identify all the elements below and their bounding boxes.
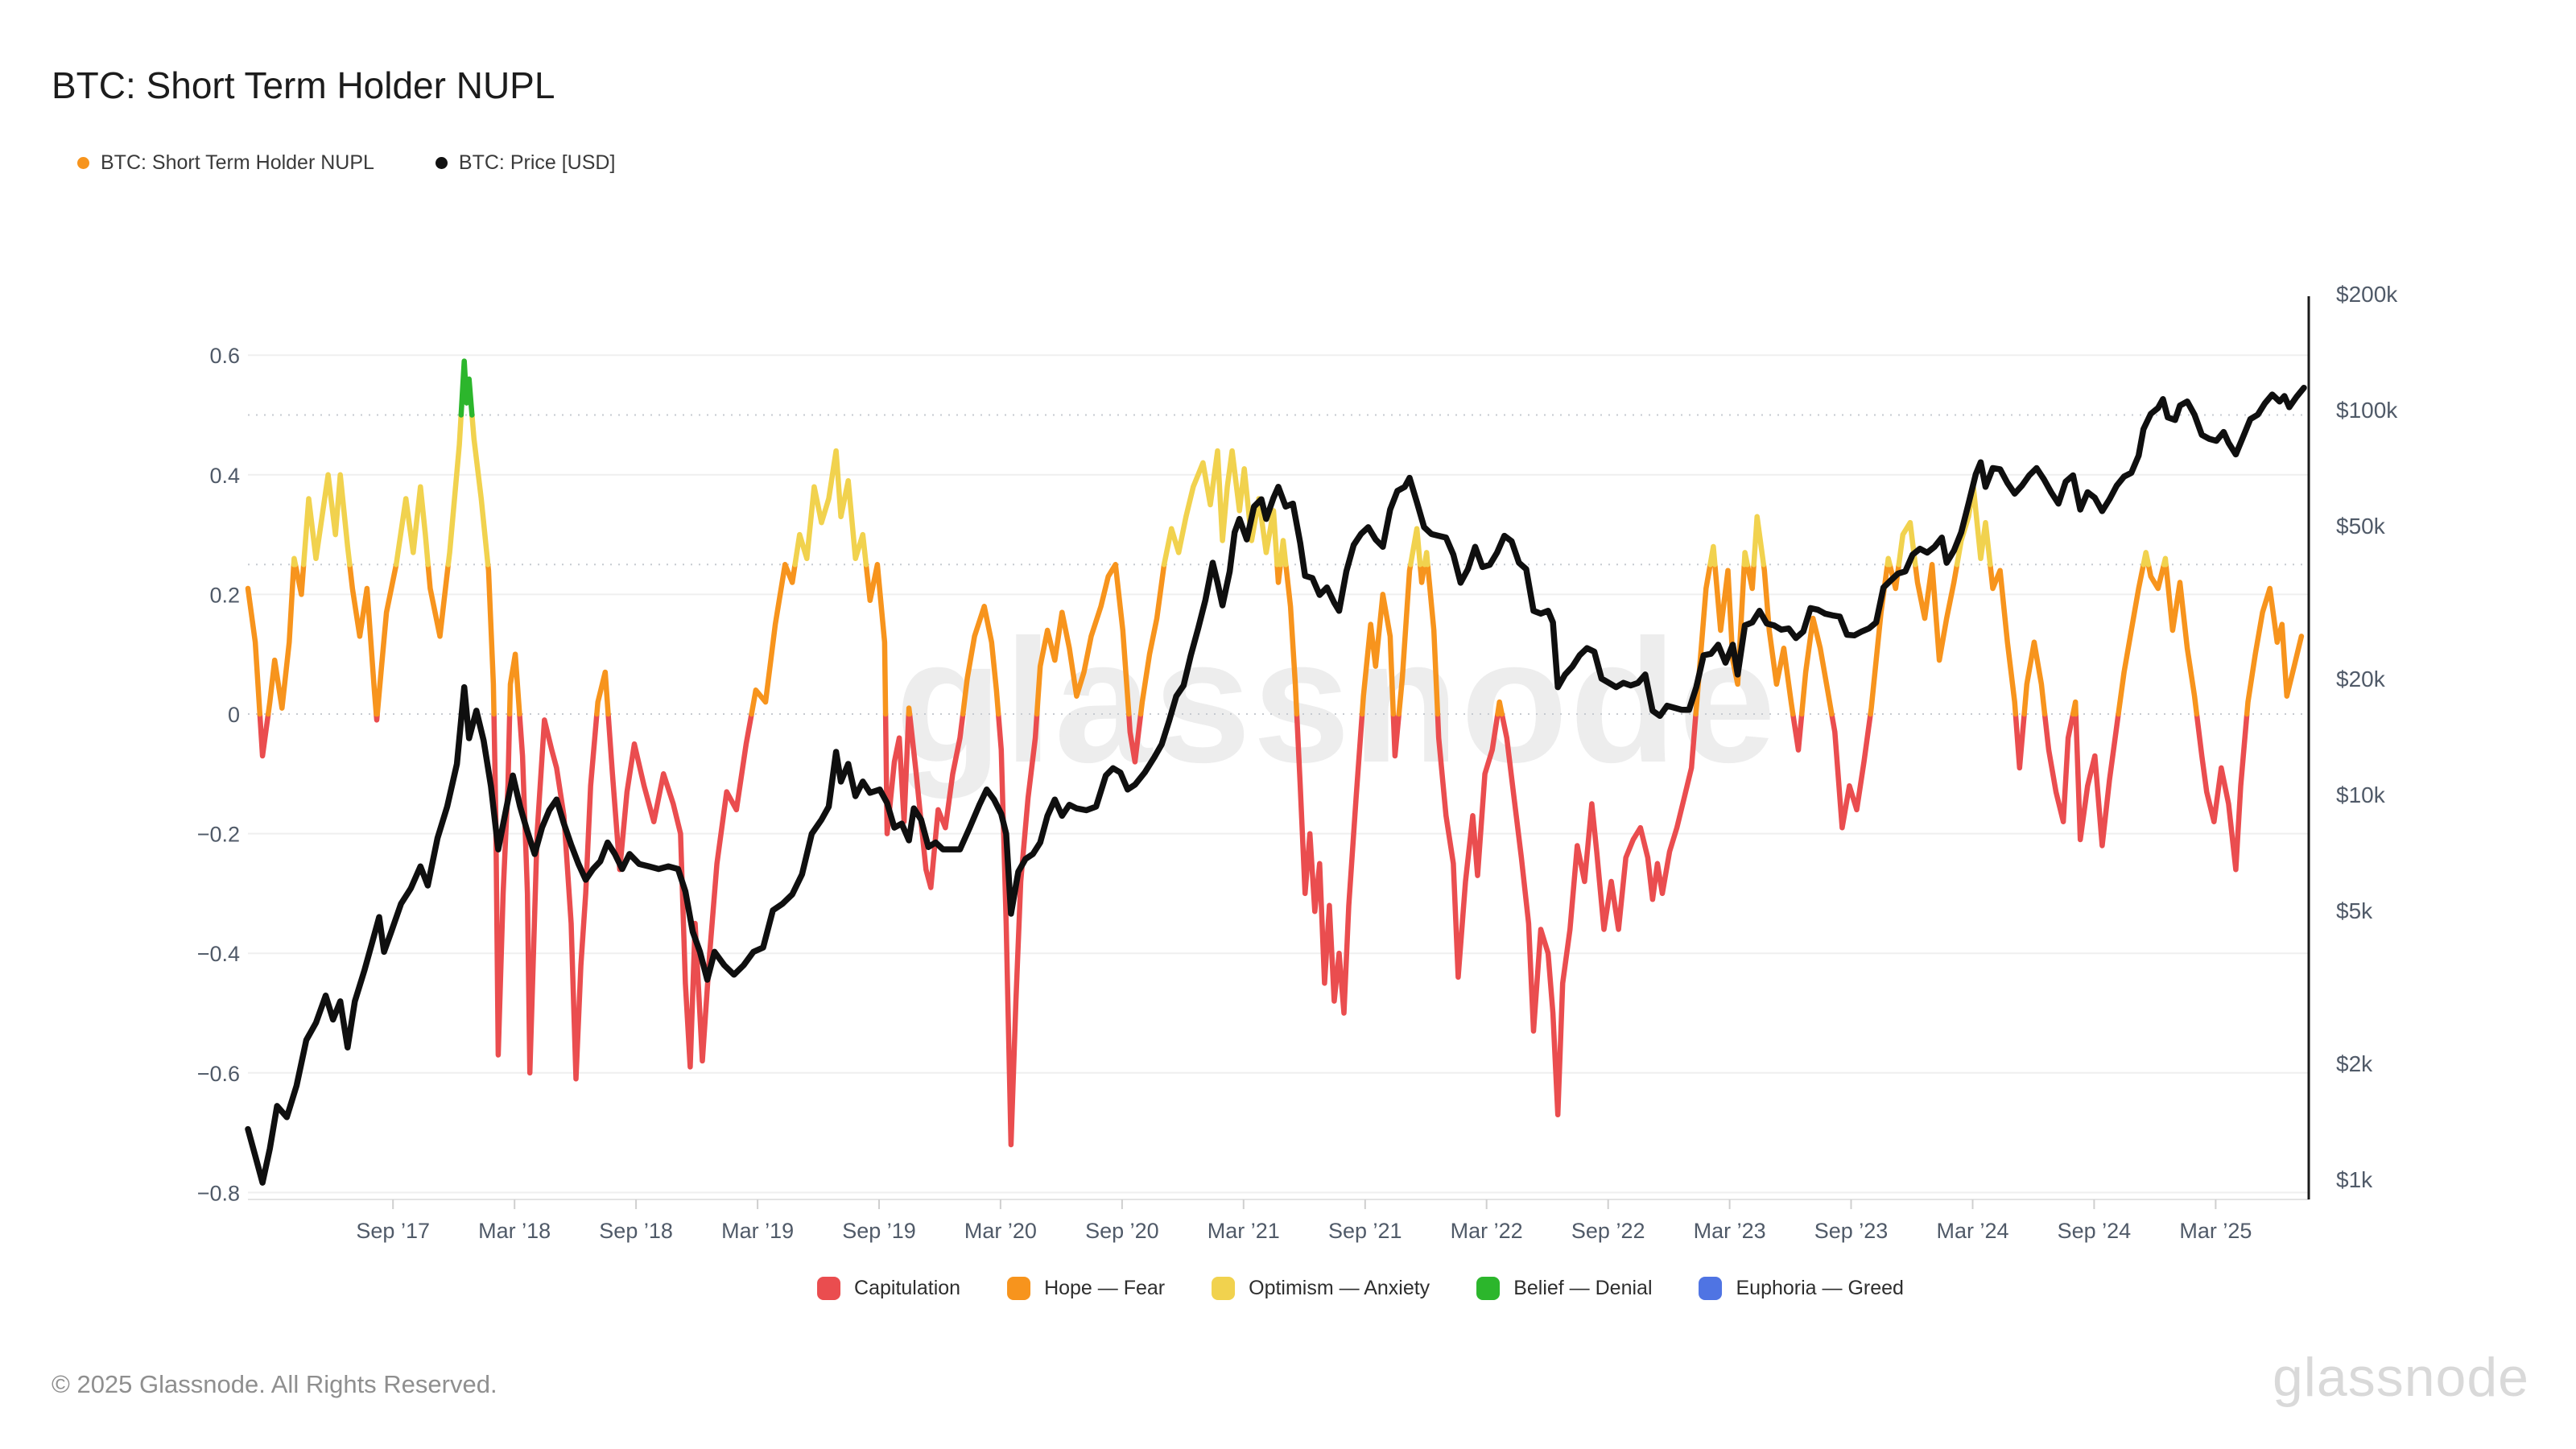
legend-item-band-3[interactable]: Belief — Denial	[1476, 1277, 1653, 1300]
x-axis-label: Mar ’23	[1694, 1219, 1766, 1243]
legend-swatch-icon	[1007, 1277, 1031, 1300]
x-axis-label: Sep ’18	[599, 1219, 673, 1243]
x-axis-label: Mar ’25	[2179, 1219, 2252, 1243]
y-axis-right-label: $10k	[2336, 782, 2386, 807]
x-axis-label: Mar ’21	[1208, 1219, 1280, 1243]
y-axis-right-label: $200k	[2336, 282, 2398, 307]
x-axis-label: Mar ’20	[964, 1219, 1037, 1243]
x-axis-label: Mar ’18	[478, 1219, 551, 1243]
x-axis-label: Sep ’20	[1085, 1219, 1159, 1243]
y-axis-left-label: −0.2	[197, 823, 240, 847]
x-axis-label: Sep ’21	[1328, 1219, 1402, 1243]
y-axis-left-label: 0.2	[209, 583, 240, 607]
watermark-center: glassnode	[894, 604, 1778, 799]
legend-item-series-1[interactable]: BTC: Price [USD]	[435, 151, 616, 175]
y-axis-right-label: $100k	[2336, 398, 2398, 423]
legend-item-label: Hope — Fear	[1044, 1277, 1166, 1299]
y-axis-left-label: 0.6	[209, 344, 240, 368]
x-axis-label: Sep ’17	[356, 1219, 430, 1243]
series-legend: BTC: Short Term Holder NUPL BTC: Price [U…	[77, 151, 615, 175]
legend-item-label: Optimism — Anxiety	[1249, 1277, 1430, 1299]
y-axis-left-label: −0.4	[197, 942, 240, 966]
y-axis-left-label: −0.6	[197, 1062, 240, 1086]
band-legend: Capitulation Hope — Fear Optimism — Anxiet…	[817, 1277, 1904, 1300]
legend-item-band-1[interactable]: Hope — Fear	[1007, 1277, 1165, 1300]
legend-swatch-icon	[1699, 1277, 1723, 1300]
legend-swatch-icon	[1212, 1277, 1236, 1300]
y-axis-right-label: $20k	[2336, 667, 2386, 691]
x-axis-label: Mar ’22	[1451, 1219, 1523, 1243]
legend-item-label: BTC: Price [USD]	[458, 151, 616, 174]
y-axis-right-label: $1k	[2336, 1167, 2373, 1192]
nupl-series-path-band-2	[291, 412, 2169, 568]
page-title: BTC: Short Term Holder NUPL	[52, 64, 555, 106]
legend-item-band-0[interactable]: Capitulation	[817, 1277, 960, 1300]
y-axis-left-label: 0.4	[209, 464, 240, 488]
nupl-series-path-band-0	[257, 711, 2250, 1148]
copyright: © 2025 Glassnode. All Rights Reserved.	[52, 1370, 497, 1398]
x-axis-label: Sep ’22	[1571, 1219, 1645, 1243]
legend-dot-icon	[77, 157, 89, 169]
x-axis-label: Sep ’23	[1814, 1219, 1889, 1243]
legend-item-label: Belief — Denial	[1513, 1277, 1653, 1299]
y-axis-right-label: $50k	[2336, 514, 2386, 539]
legend-swatch-icon	[1476, 1277, 1501, 1300]
watermark-logo: glassnode	[2272, 1347, 2529, 1408]
x-axis-label: Sep ’19	[842, 1219, 916, 1243]
y-axis-left-label: −0.8	[197, 1181, 240, 1205]
nupl-series-path-band-3	[458, 358, 475, 418]
price-series-path	[245, 384, 2307, 1186]
legend-item-label: BTC: Short Term Holder NUPL	[101, 151, 374, 174]
x-axis-label: Mar ’24	[1936, 1219, 2008, 1243]
y-axis-right-label: $2k	[2336, 1051, 2373, 1076]
legend-swatch-icon	[817, 1277, 841, 1300]
y-axis-left-label: 0	[228, 703, 240, 727]
x-axis-label: Mar ’19	[721, 1219, 794, 1243]
x-axis-label: Sep ’24	[2058, 1219, 2132, 1243]
legend-item-series-0[interactable]: BTC: Short Term Holder NUPL	[77, 151, 374, 175]
legend-item-label: Euphoria — Greed	[1736, 1277, 1904, 1299]
legend-dot-icon	[435, 157, 448, 169]
y-axis-right-label: $5k	[2336, 898, 2373, 923]
legend-item-label: Capitulation	[854, 1277, 961, 1299]
legend-item-band-2[interactable]: Optimism — Anxiety	[1212, 1277, 1430, 1300]
nupl-series-path-band-1	[245, 562, 2305, 717]
legend-item-band-4[interactable]: Euphoria — Greed	[1699, 1277, 1904, 1300]
